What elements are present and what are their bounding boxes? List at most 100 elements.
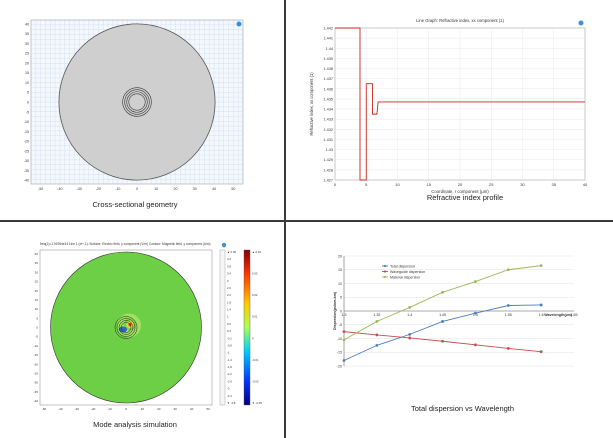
colorbar-tick-label: -1.8: [227, 365, 232, 369]
data-point: [507, 268, 510, 271]
y-tick-label: 1.437: [323, 77, 333, 81]
x-tick-label: 25: [489, 182, 494, 187]
colorbar-tick-label: -3: [227, 387, 230, 391]
y-tick-label: 1.439: [323, 57, 333, 61]
colorbar-tick-label: 0.01: [252, 315, 258, 319]
y-tick-label: 1.431: [323, 138, 333, 142]
data-point: [474, 280, 477, 283]
x-tick-label: 20: [157, 407, 161, 411]
colorbar-tick-label: 1.4: [227, 308, 231, 312]
y-tick-label: 10: [25, 81, 29, 85]
y-tick-label: 1.433: [323, 118, 333, 122]
y-tick-label: 35: [35, 261, 39, 265]
x-tick-label: 5: [365, 182, 368, 187]
legend-label: Total dispersion: [390, 264, 415, 268]
colorbar-tick-label: -2.2: [227, 372, 232, 376]
y-tick-label: 1.442: [323, 27, 333, 31]
y-axis-label: Dispersion(ps/nm-km): [333, 291, 337, 330]
colorbar-tick-label: ▼ -2.8: [227, 401, 236, 405]
y-tick-label: -10: [24, 120, 29, 124]
y-tick-label: 1.435: [323, 97, 333, 101]
y-tick-label: 1.44: [326, 47, 333, 51]
y-tick-label: 1.436: [323, 87, 333, 91]
data-point: [474, 312, 477, 315]
colorbar-tick-label: 2.6: [227, 286, 231, 290]
colorbar-tick-label: -1: [227, 351, 230, 355]
x-tick-label: -50: [38, 187, 43, 191]
x-tick-label: -40: [57, 187, 62, 191]
y-tick-label: -10: [337, 337, 342, 341]
legend-label: Material dispersion: [390, 275, 420, 279]
dispersion-chart: -20-15-10-5051015201.3 1.35 1.4 1.45 1.5 1.55…: [330, 250, 595, 375]
x-tick-label: 0: [136, 187, 138, 191]
refractive-index-chart: Line Graph: Refractive index, xx compone…: [305, 14, 595, 199]
y-tick-label: -35: [34, 390, 39, 394]
colorbar-tick-label: 0.03: [252, 272, 258, 276]
x-tick-label: 10: [141, 407, 145, 411]
y-tick-label: -20: [24, 140, 29, 144]
colorbar-tick-label: 1.8: [227, 300, 231, 304]
x-tick-label: 40: [190, 407, 194, 411]
refractive-panel: Line Graph: Refractive index, xx compone…: [305, 14, 595, 199]
logo-icon: [222, 243, 226, 247]
contour-colorbar: [220, 250, 225, 405]
data-point: [540, 304, 543, 307]
geometry-panel: 40 35 30 25 20 15 10 5 0 -5 -10 -15 -20 -25 -30 -35 -40-…: [15, 14, 250, 194]
colorbar-tick-label: -0.6: [227, 343, 232, 347]
colorbar-tick-label: 4.2: [227, 257, 231, 261]
data-point: [375, 344, 378, 347]
x-tick-label: 50: [206, 407, 210, 411]
x-tick-label: 30: [520, 182, 525, 187]
colorbar-tick-label: 3: [227, 279, 229, 283]
data-point: [408, 306, 411, 309]
y-tick-label: -10: [34, 344, 39, 348]
y-tick-label: -5: [339, 323, 342, 327]
data-point: [441, 291, 444, 294]
data-point: [408, 333, 411, 336]
data-point: [540, 264, 543, 267]
x-tick-label: 10: [395, 182, 400, 187]
y-tick-label: -40: [34, 399, 39, 403]
x-tick-label: 20: [458, 182, 463, 187]
y-tick-label: 20: [338, 254, 342, 258]
x-tick-label: -20: [96, 187, 101, 191]
y-tick-label: 5: [36, 316, 38, 320]
y-tick-label: -25: [34, 371, 39, 375]
data-point: [343, 338, 346, 341]
y-tick-label: 10: [338, 282, 342, 286]
x-tick-label: 10: [154, 187, 158, 191]
data-point: [441, 340, 444, 343]
y-tick-label: 15: [35, 298, 39, 302]
y-tick-label: 1.428: [323, 168, 333, 172]
field-colorbar: [244, 250, 250, 405]
y-tick-label: -30: [24, 159, 29, 163]
x-tick-label: 30: [193, 187, 197, 191]
y-tick-label: 0: [27, 101, 29, 105]
vertical-divider: [284, 0, 286, 438]
x-tick-label: 1.45: [439, 313, 446, 317]
data-point: [507, 304, 510, 307]
geometry-caption: Cross-sectional geometry: [65, 200, 205, 209]
colorbar-tick-label: -1.4: [227, 358, 232, 362]
colorbar-tick-label: -0.01: [252, 358, 259, 362]
x-tick-label: -30: [75, 407, 80, 411]
y-tick-label: 1.432: [323, 128, 333, 132]
y-tick-label: 25: [25, 52, 29, 56]
x-tick-label: 40: [583, 182, 588, 187]
cladding-circle: [59, 24, 215, 180]
x-tick-label: -10: [107, 407, 112, 411]
x-tick-label: 1.3: [342, 313, 347, 317]
y-tick-label: 10: [35, 307, 39, 311]
data-point: [474, 343, 477, 346]
geometry-plot: 4035302520151050-5-10-15-20-25-30-35-40-…: [15, 14, 250, 194]
y-tick-label: -20: [34, 362, 39, 366]
data-point: [343, 359, 346, 362]
chart-title: Line Graph: Refractive index, xx compone…: [416, 18, 504, 23]
x-tick-label: 0: [334, 182, 337, 187]
colorbar-tick-label: ▲ 0.04: [252, 250, 261, 254]
colorbar-tick-label: -0.02: [252, 379, 259, 383]
data-point: [343, 330, 346, 333]
data-point: [507, 347, 510, 350]
y-tick-label: 1.429: [323, 158, 333, 162]
y-tick-label: 1.427: [323, 179, 333, 183]
